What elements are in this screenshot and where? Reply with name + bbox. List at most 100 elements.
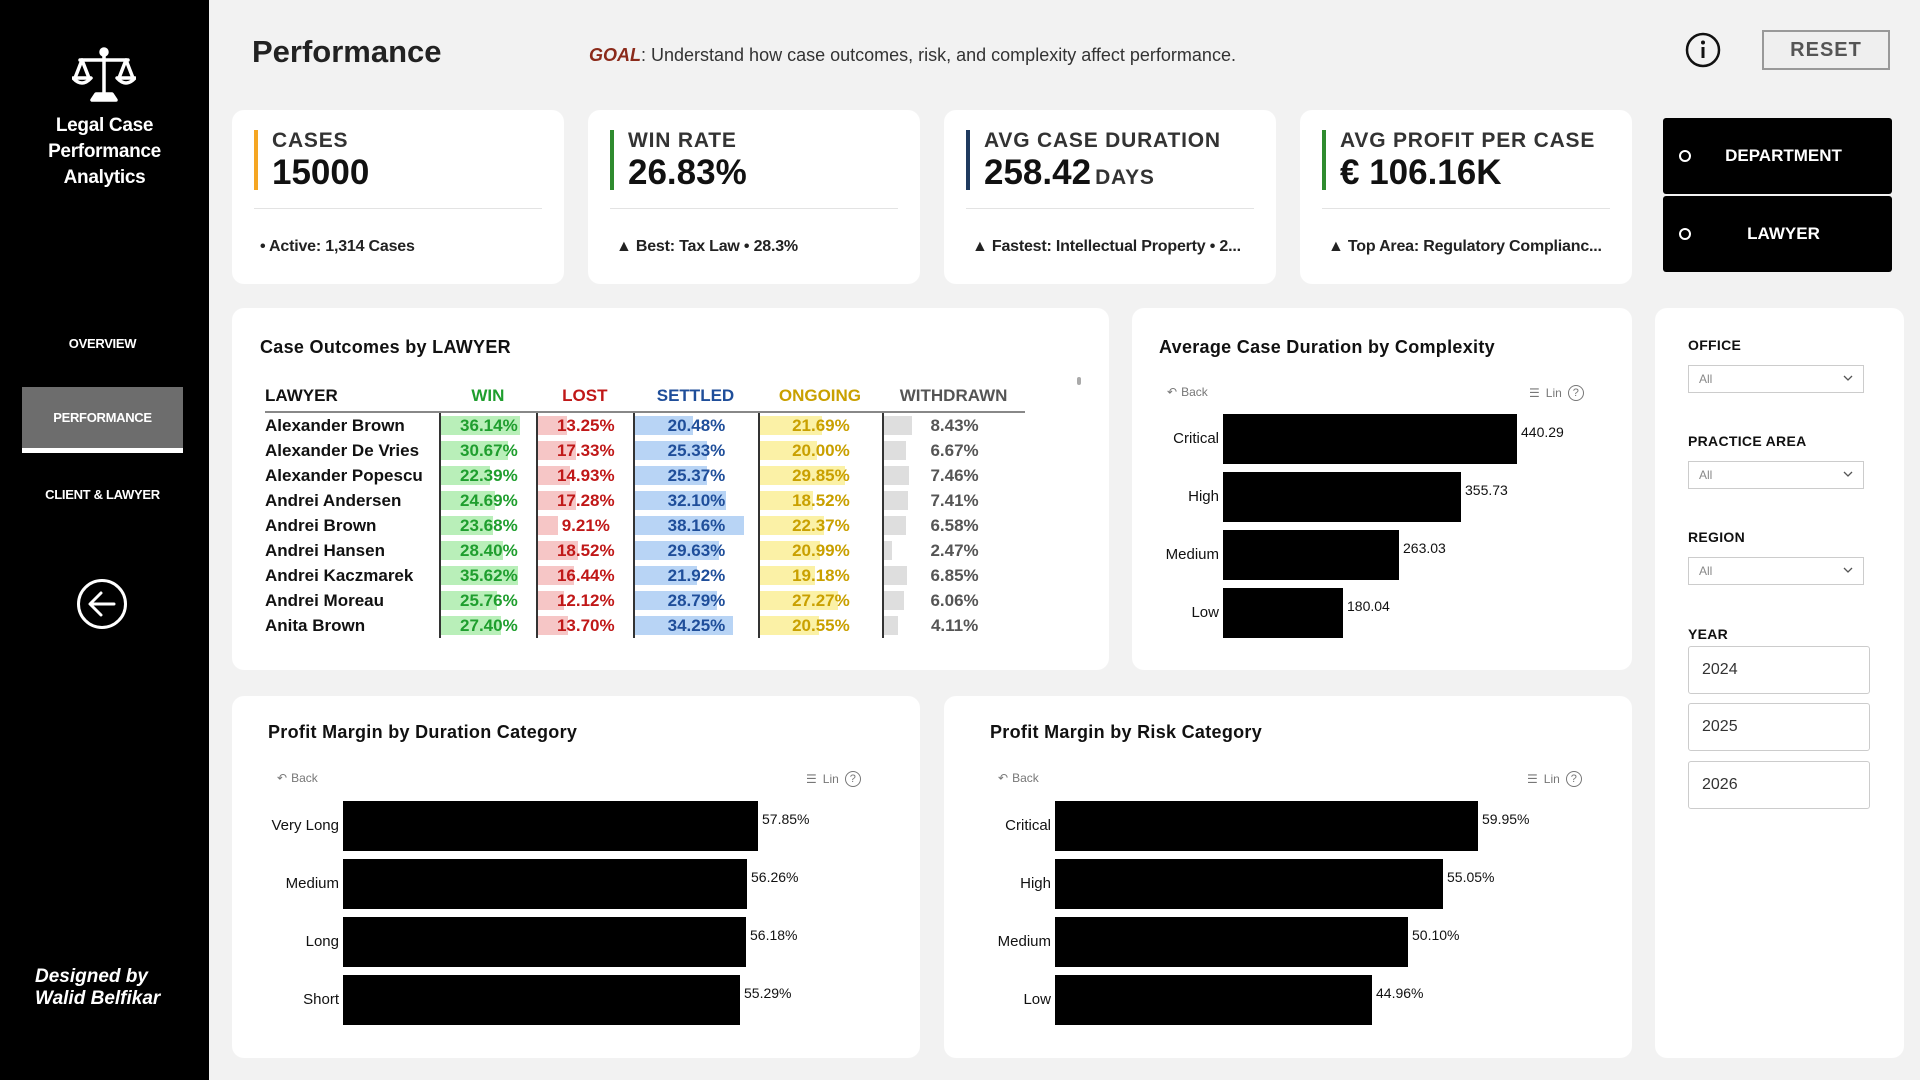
year-option-2024[interactable]: 2024 <box>1688 646 1870 694</box>
chart-toolbar: ☰ Lin? <box>1527 771 1582 787</box>
filter-region-select[interactable]: All <box>1688 557 1864 585</box>
table-row[interactable]: Andrei Andersen 24.69% 17.28% 32.10% 18.52% 7… <box>265 488 1025 513</box>
withdrawn-cell: 8.43% <box>882 412 1025 438</box>
win-data-bar <box>441 541 504 560</box>
help-icon[interactable]: ? <box>1567 385 1584 401</box>
bar-mark[interactable] <box>1223 472 1461 522</box>
page-title: Performance <box>252 34 442 69</box>
list-icon[interactable]: ☰ <box>1527 772 1538 786</box>
bar-value-label: 55.05% <box>1447 869 1495 885</box>
duration-chart-title: Average Case Duration by Complexity <box>1159 337 1495 357</box>
settled-data-bar <box>635 466 708 485</box>
kpi-value: 26.83% <box>628 153 747 192</box>
table-row[interactable]: Andrei Hansen 28.40% 18.52% 29.63% 20.99% 2.4… <box>265 538 1025 563</box>
filter-region-value: All <box>1699 564 1713 578</box>
bar-mark[interactable] <box>1055 917 1408 967</box>
arrow-left-circle-icon[interactable] <box>76 578 128 630</box>
chart-lin-label[interactable]: Lin <box>1543 772 1560 786</box>
settled-data-bar <box>635 491 727 510</box>
year-option-2025[interactable]: 2025 <box>1688 703 1870 751</box>
nav-performance[interactable]: PERFORMANCE <box>22 387 183 453</box>
column-header-win[interactable]: WIN <box>439 380 537 413</box>
toggle-department-label: DEPARTMENT <box>1725 146 1842 165</box>
win-data-bar <box>441 441 509 460</box>
column-header-ongoing[interactable]: ONGOING <box>757 380 883 413</box>
settled-cell-content: 32.10% <box>633 488 757 513</box>
table-row[interactable]: Alexander Brown 36.14% 13.25% 20.48% 21.69% 8… <box>265 412 1025 438</box>
toggle-department[interactable]: DEPARTMENT <box>1663 118 1892 194</box>
table-row[interactable]: Andrei Brown 23.68% 9.21% 38.16% 22.37% 6.58% <box>265 513 1025 538</box>
reset-button[interactable]: RESET <box>1762 30 1890 70</box>
filter-office-select[interactable]: All <box>1688 365 1864 393</box>
bar-mark[interactable] <box>1055 801 1478 851</box>
withdrawn-cell: 6.67% <box>882 438 1025 463</box>
bar-mark[interactable] <box>1055 975 1372 1025</box>
year-option-2026[interactable]: 2026 <box>1688 761 1870 809</box>
toggle-lawyer[interactable]: LAWYER <box>1663 196 1892 272</box>
nav-client-lawyer[interactable]: CLIENT & LAWYER <box>22 462 183 526</box>
win-data-bar <box>441 466 491 485</box>
lawyer-name-cell: Andrei Kaczmarek <box>265 565 414 585</box>
settled-value: 34.25% <box>667 616 726 635</box>
ongoing-cell: 21.69% <box>757 412 882 438</box>
chart-back-button[interactable]: ↶ Back <box>1167 385 1208 399</box>
column-header-settled[interactable]: SETTLED <box>633 380 758 413</box>
bar-mark[interactable] <box>343 859 747 909</box>
withdrawn-cell-content: 6.85% <box>882 563 1025 588</box>
chart-back-button[interactable]: ↶ Back <box>277 771 318 785</box>
settled-cell: 28.79% <box>633 588 757 613</box>
filter-office-label: OFFICE <box>1688 337 1742 353</box>
lost-cell: 9.21% <box>536 513 633 538</box>
info-circle-icon[interactable] <box>1685 32 1721 68</box>
bar-mark[interactable] <box>1055 859 1443 909</box>
help-icon[interactable]: ? <box>1565 771 1582 787</box>
table-row[interactable]: Alexander Popescu 22.39% 14.93% 25.37% 29.85… <box>265 463 1025 488</box>
kpi-divider <box>1322 208 1610 209</box>
bar-category-label: Very Long <box>271 817 339 834</box>
goal-statement: GOAL: Understand how case outcomes, risk… <box>589 45 1236 66</box>
kpi-label: CASES <box>272 129 349 152</box>
bar-mark[interactable] <box>1223 414 1517 464</box>
bar-mark[interactable] <box>343 917 746 967</box>
table-scrollbar[interactable] <box>1077 377 1081 385</box>
win-value: 22.39% <box>460 466 518 485</box>
radio-unselected-icon <box>1679 228 1691 240</box>
reset-button-label: RESET <box>1790 38 1862 61</box>
column-header-lost[interactable]: LOST <box>536 380 634 413</box>
column-header-withdrawn[interactable]: WITHDRAWN <box>882 380 1025 413</box>
settled-cell-content: 25.37% <box>633 463 757 488</box>
chart-lin-label[interactable]: Lin <box>1545 386 1562 400</box>
table-row[interactable]: Alexander De Vries 30.67% 17.33% 25.33% 20.0… <box>265 438 1025 463</box>
filter-practice-area-select[interactable]: All <box>1688 461 1864 489</box>
ongoing-value: 18.52% <box>792 491 850 510</box>
lost-cell-content: 9.21% <box>536 513 633 538</box>
goal-text: : Understand how case outcomes, risk, an… <box>641 45 1236 65</box>
help-icon[interactable]: ? <box>844 771 861 787</box>
chevron-down-icon <box>1843 567 1853 573</box>
list-icon[interactable]: ☰ <box>806 772 817 786</box>
win-data-bar <box>441 416 521 435</box>
bar-mark[interactable] <box>343 975 740 1025</box>
withdrawn-data-bar <box>884 491 909 510</box>
list-icon[interactable]: ☰ <box>1529 386 1540 400</box>
table-row[interactable]: Andrei Moreau 25.76% 12.12% 28.79% 27.27% 6.0… <box>265 588 1025 613</box>
column-header-lawyer[interactable]: LAWYER <box>265 380 440 413</box>
table-row[interactable]: Anita Brown 27.40% 13.70% 34.25% 20.55% 4.11% <box>265 613 1025 638</box>
table-row[interactable]: Andrei Kaczmarek 35.62% 16.44% 21.92% 19.18%… <box>265 563 1025 588</box>
filter-year-label: YEAR <box>1688 626 1729 642</box>
bar-mark[interactable] <box>343 801 758 851</box>
ongoing-data-bar <box>759 416 822 435</box>
bar-mark[interactable] <box>1223 530 1399 580</box>
settled-cell: 21.92% <box>633 563 757 588</box>
chart-back-label: Back <box>1012 771 1039 785</box>
chart-back-button[interactable]: ↶ Back <box>998 771 1039 785</box>
chart-lin-label[interactable]: Lin <box>822 772 839 786</box>
withdrawn-cell-content: 7.41% <box>882 488 1025 513</box>
settled-data-bar <box>635 441 708 460</box>
win-data-bar <box>441 516 494 535</box>
nav-overview[interactable]: OVERVIEW <box>22 311 183 375</box>
bar-mark[interactable] <box>1223 588 1343 638</box>
bar-value-label: 355.73 <box>1465 482 1508 498</box>
win-cell: 25.76% <box>439 588 536 613</box>
win-value: 36.14% <box>460 416 518 435</box>
